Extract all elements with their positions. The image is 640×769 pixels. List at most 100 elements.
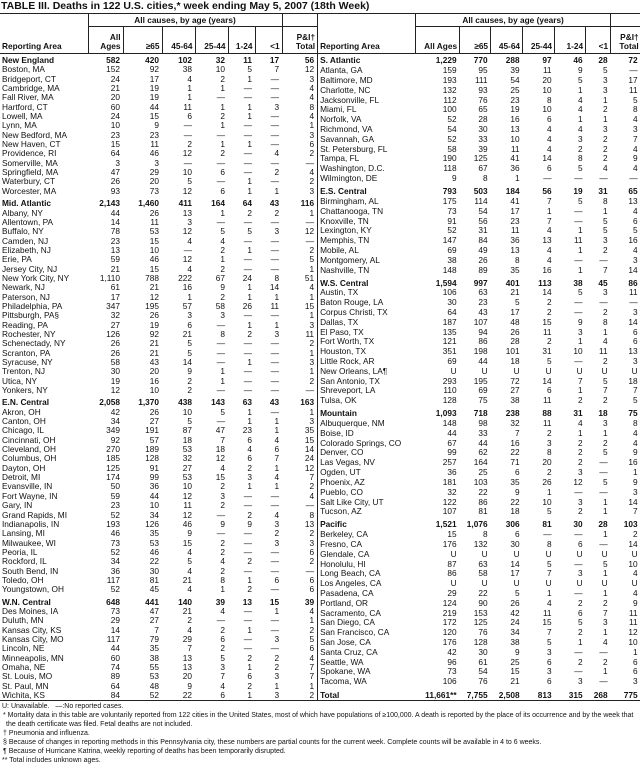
age-under-1-cell: U xyxy=(601,578,608,589)
table-row: Utica, NY 19 16 2 1 — — 2 xyxy=(0,377,317,386)
table-row: Kansas City, MO 117 79 29 6 — 3 5 xyxy=(0,635,317,644)
age-25-44-cell: 1 xyxy=(546,588,552,598)
age-1-24-cell: — xyxy=(243,84,252,94)
age-under-1-cell: 1 xyxy=(274,681,280,691)
age-under-1-cell: — xyxy=(270,255,280,265)
header-25-44: 25-44 xyxy=(522,26,555,54)
pi-total-cell: 6 xyxy=(309,575,315,585)
pi-total-cell: 4 xyxy=(309,84,315,94)
age-45-64-cell: 41 xyxy=(510,154,520,164)
age-1-24-cell: — xyxy=(243,367,252,377)
age-65-plus-cell: 67 xyxy=(478,164,488,174)
all-ages-cell: 69 xyxy=(447,245,457,255)
age-45-64-cell: 7 xyxy=(187,644,192,654)
footnote-dagger: † Pneumonia and influenza. xyxy=(3,730,90,738)
pi-total-cell: 4 xyxy=(309,491,315,501)
age-1-24-cell: 6 xyxy=(247,435,252,445)
age-45-64-cell: 5 xyxy=(514,588,520,598)
age-45-64-cell: 87 xyxy=(182,426,192,436)
pi-total-cell: 1 xyxy=(309,367,315,377)
age-1-24-cell: 38 xyxy=(573,278,583,288)
table-row: Des Moines, IA 73 47 21 4 — 1 4 xyxy=(0,607,317,616)
age-under-1-cell: — xyxy=(599,677,608,687)
age-45-64-cell: 13 xyxy=(182,208,192,218)
table-row: Pittsburgh, PA§ 32 26 3 3 — — 1 xyxy=(0,311,317,320)
age-25-44-cell: 1 xyxy=(546,206,552,216)
all-ages-cell: 124 xyxy=(442,598,457,608)
age-under-1-cell: 1 xyxy=(603,529,608,540)
reporting-area-cell: Camden, NJ xyxy=(2,236,49,246)
pi-total-cell: 4 xyxy=(309,653,315,663)
age-1-24-cell: 9 xyxy=(577,65,583,76)
age-1-24-cell: — xyxy=(574,647,583,657)
all-ages-cell: 270 xyxy=(106,445,120,455)
reporting-area-cell: Yonkers, NY xyxy=(2,386,48,396)
age-1-24-cell: 3 xyxy=(577,677,583,687)
reporting-area-cell: Buffalo, NY xyxy=(2,227,44,237)
age-1-24-cell: 2 xyxy=(247,653,252,663)
reporting-area-cell: Utica, NY xyxy=(2,376,38,386)
table-row: Norfolk, VA 52 28 16 6 1 1 4 xyxy=(318,115,640,125)
table-row: New York City, NY 1,110 788 222 67 24 8 51 xyxy=(0,274,317,283)
reporting-area-cell: Birmingham, AL xyxy=(320,196,379,206)
all-ages-cell: 257 xyxy=(442,458,457,468)
age-1-24-cell: — xyxy=(243,616,252,626)
age-25-44-cell: 8 xyxy=(546,448,552,458)
header-65-plus: ≥65 xyxy=(122,26,162,54)
table-row: San Jose, CA 176 128 38 5 1 4 10 xyxy=(318,638,640,648)
age-65-plus-cell: 99 xyxy=(149,473,159,483)
age-under-1-cell: 1 xyxy=(274,417,280,427)
reporting-area-cell: Memphis, TN xyxy=(320,235,370,246)
age-under-1-cell: 6 xyxy=(274,575,280,585)
all-ages-cell: U xyxy=(450,578,457,589)
pi-total-cell: — xyxy=(629,173,638,184)
age-1-24-cell: 2 xyxy=(247,585,252,595)
age-25-44-cell: — xyxy=(216,339,225,349)
age-45-64-cell: 3 xyxy=(187,311,192,321)
age-under-1-cell: U xyxy=(601,549,608,559)
age-under-1-cell: — xyxy=(270,339,280,349)
age-25-44-cell: 9 xyxy=(220,519,225,529)
age-65-plus-cell: 73 xyxy=(149,186,159,196)
age-under-1-cell: 2 xyxy=(603,396,608,406)
age-under-1-cell: U xyxy=(601,366,608,376)
age-45-64-cell: 5 xyxy=(514,297,520,308)
header-reporting-area: Reporting Area xyxy=(0,26,88,54)
age-under-1-cell: — xyxy=(270,616,280,626)
age-65-plus-cell: 26 xyxy=(149,407,159,417)
age-65-plus-cell: 9 xyxy=(154,121,159,131)
age-45-64-cell: 9 xyxy=(514,487,520,497)
table-row: Salt Like City, UT 122 86 22 10 3 1 14 xyxy=(318,497,640,507)
reporting-area-cell: Scranton, PA xyxy=(2,348,51,358)
pi-total-cell: 17 xyxy=(628,75,638,85)
pi-total-cell: 7 xyxy=(633,134,638,144)
age-25-44-cell: — xyxy=(216,616,225,626)
age-45-64-cell: 46 xyxy=(182,519,192,529)
table-row: Camden, NJ 23 15 4 4 — — — xyxy=(0,237,317,246)
age-25-44-cell: 81 xyxy=(542,520,552,530)
age-under-1-cell: 14 xyxy=(269,283,280,293)
reporting-area-cell: Minneapolis, MN xyxy=(2,653,64,663)
all-ages-cell: 92 xyxy=(110,435,120,445)
table-row: Berkeley, CA 15 8 6 — — 1 2 xyxy=(318,530,640,540)
age-under-1-cell: 2 xyxy=(274,529,280,539)
age-25-44-cell: 1 xyxy=(220,376,225,386)
age-under-1-cell: — xyxy=(270,547,280,557)
age-45-64-cell: 22 xyxy=(510,497,520,507)
age-45-64-cell: 53 xyxy=(182,473,192,483)
left-table-body: New England 582 420 102 32 11 17 56 Boston, MA 15… xyxy=(0,54,317,701)
all-ages-cell: 793 xyxy=(442,186,457,197)
age-65-plus-cell: 164 xyxy=(473,458,488,468)
age-1-24-cell: — xyxy=(574,206,583,216)
age-65-plus-cell: 128 xyxy=(473,637,488,648)
age-65-plus-cell: 111 xyxy=(474,75,488,85)
age-45-64-cell: 54 xyxy=(510,75,520,85)
reporting-area-cell: Little Rock, AR xyxy=(320,356,375,367)
age-under-1-cell: 4 xyxy=(603,337,608,347)
header-all-ages: All Ages xyxy=(87,26,123,54)
reporting-area-cell: Knoxville, TN xyxy=(320,216,369,226)
all-ages-cell: 26 xyxy=(110,177,120,187)
pi-total-cell: 6 xyxy=(633,216,638,226)
age-65-plus-cell: 198 xyxy=(473,346,488,357)
table-row: St. Paul, MN 64 48 9 4 2 1 1 xyxy=(0,682,317,691)
